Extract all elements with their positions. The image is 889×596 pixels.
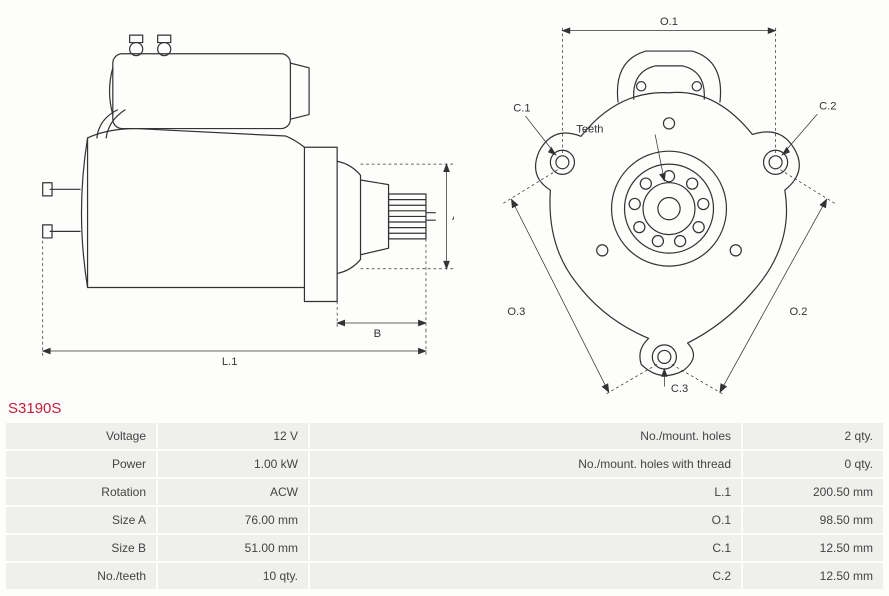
spec-label-left: Voltage xyxy=(6,423,156,449)
dim-o3-label: O.3 xyxy=(507,306,525,318)
dim-b-label: B xyxy=(374,328,381,340)
spec-label-left: No./teeth xyxy=(6,563,156,589)
spec-value-right: 2 qty. xyxy=(743,423,883,449)
spec-label-right: C.1 xyxy=(310,535,741,561)
front-view-svg: O.1 O.2 O.3 xyxy=(474,14,864,394)
dim-l1-label: L.1 xyxy=(222,356,238,368)
side-view-diagram: A B L.1 xyxy=(24,14,454,394)
front-view-diagram: O.1 O.2 O.3 xyxy=(474,14,865,394)
teeth-label: Teeth xyxy=(576,124,603,136)
dim-c2-label: C.2 xyxy=(819,100,836,112)
table-row: Size A76.00 mmO.198.50 mm xyxy=(6,507,883,533)
spec-label-right: L.1 xyxy=(310,479,741,505)
spec-label-right: O.1 xyxy=(310,507,741,533)
spec-value-right: 200.50 mm xyxy=(743,479,883,505)
spec-value-left: 10 qty. xyxy=(158,563,308,589)
spec-value-right: 12.50 mm xyxy=(743,563,883,589)
spec-value-right: 0 qty. xyxy=(743,451,883,477)
diagram-row: A B L.1 xyxy=(4,4,885,394)
spec-value-left: ACW xyxy=(158,479,308,505)
dim-a-label: A xyxy=(452,211,454,223)
table-row: RotationACWL.1200.50 mm xyxy=(6,479,883,505)
spec-label-left: Power xyxy=(6,451,156,477)
spec-value-left: 12 V xyxy=(158,423,308,449)
spec-label-left: Rotation xyxy=(6,479,156,505)
spec-label-left: Size B xyxy=(6,535,156,561)
spec-label-left: Size A xyxy=(6,507,156,533)
side-view-svg: A B L.1 xyxy=(24,14,454,374)
dim-o1-label: O.1 xyxy=(660,16,678,28)
table-row: Voltage12 VNo./mount. holes2 qty. xyxy=(6,423,883,449)
spec-value-right: 12.50 mm xyxy=(743,535,883,561)
dim-c3-label: C.3 xyxy=(671,383,688,394)
spec-value-left: 51.00 mm xyxy=(158,535,308,561)
spec-value-left: 1.00 kW xyxy=(158,451,308,477)
table-row: No./teeth10 qty.C.212.50 mm xyxy=(6,563,883,589)
spec-value-left: 76.00 mm xyxy=(158,507,308,533)
spec-label-right: No./mount. holes xyxy=(310,423,741,449)
part-number: S3190S xyxy=(4,394,885,421)
dim-o2-label: O.2 xyxy=(789,306,807,318)
spec-table: Voltage12 VNo./mount. holes2 qty.Power1.… xyxy=(4,421,885,591)
spec-label-right: No./mount. holes with thread xyxy=(310,451,741,477)
table-row: Power1.00 kWNo./mount. holes with thread… xyxy=(6,451,883,477)
dim-c1-label: C.1 xyxy=(513,102,530,114)
spec-value-right: 98.50 mm xyxy=(743,507,883,533)
table-row: Size B51.00 mmC.112.50 mm xyxy=(6,535,883,561)
spec-label-right: C.2 xyxy=(310,563,741,589)
